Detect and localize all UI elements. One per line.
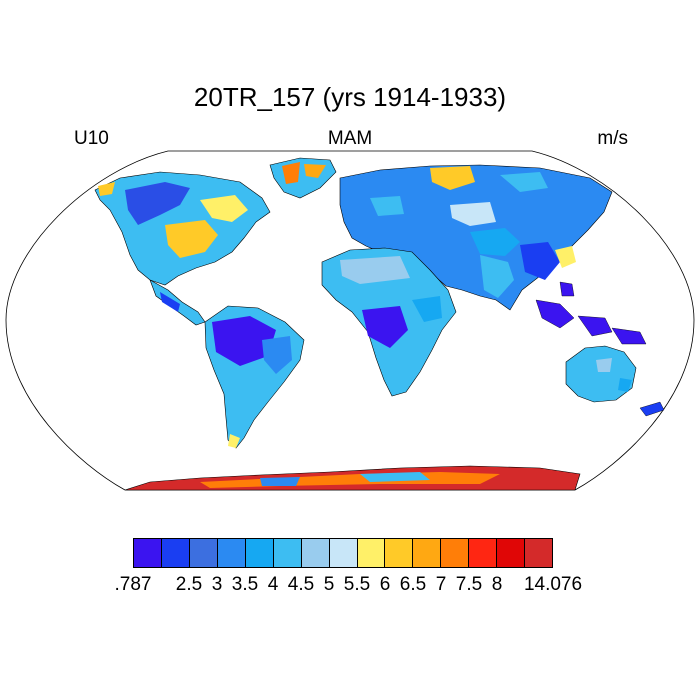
colorbar-tick-label: 2.5 (175, 574, 203, 595)
antarctica (124, 465, 581, 491)
colorbar-box (161, 539, 190, 567)
colorbar-tick-label: 8 (491, 574, 503, 595)
australia (565, 345, 665, 417)
north-america (94, 171, 271, 326)
colorbar-tick-label: 3.5 (231, 574, 259, 595)
colorbar-box (469, 539, 498, 567)
colorbar-box (441, 539, 470, 567)
colorbar-box (329, 539, 358, 567)
greenland (269, 157, 337, 199)
variable-label: U10 (74, 128, 109, 149)
colorbar-tick-label: 5 (323, 574, 335, 595)
colorbar-tick-label: .787 (114, 574, 152, 595)
colorbar-box (217, 539, 246, 567)
colorbar-box (273, 539, 302, 567)
colorbar-box (357, 539, 386, 567)
colorbar-box (525, 539, 553, 567)
colorbar-box (189, 539, 218, 567)
colorbar-tick-label: 14.076 (523, 574, 583, 595)
map-title: 20TR_157 (yrs 1914-1933) (193, 82, 507, 112)
season-label: MAM (327, 128, 373, 149)
eurasia (339, 164, 613, 311)
colorbar-tick-label: 7.5 (455, 574, 483, 595)
colorbar-tick-label: 6.5 (399, 574, 427, 595)
south-america (204, 305, 305, 449)
colorbar-box (134, 539, 162, 567)
colorbar-box (385, 539, 414, 567)
colorbar-tick-label: 7 (435, 574, 447, 595)
maritime-continent (535, 281, 647, 345)
colorbar-box (413, 539, 442, 567)
colorbar-box (497, 539, 526, 567)
colorbar-tick-label: 4 (267, 574, 279, 595)
colorbar (133, 538, 553, 568)
colorbar-tick-label: 3 (211, 574, 223, 595)
colorbar-tick-label: 5.5 (343, 574, 371, 595)
colorbar-tick-label: 6 (379, 574, 391, 595)
africa (321, 247, 457, 397)
colorbar-box (245, 539, 274, 567)
units-label: m/s (597, 128, 628, 149)
colorbar-tick-label: 4.5 (287, 574, 315, 595)
colorbar-box (301, 539, 330, 567)
